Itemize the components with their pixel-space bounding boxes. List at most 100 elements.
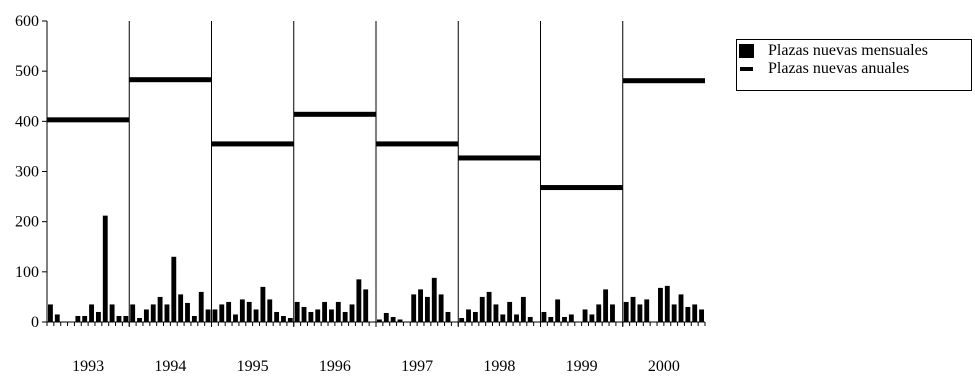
y-tick-label: 300 bbox=[15, 164, 39, 181]
monthly-bar bbox=[281, 315, 286, 322]
x-year-label: 1996 bbox=[319, 358, 351, 375]
monthly-bar bbox=[212, 309, 218, 322]
monthly-bar bbox=[130, 304, 136, 322]
y-ticks: 0 100 200 300 400 500 600 bbox=[15, 13, 47, 331]
monthly-bar bbox=[82, 315, 88, 322]
monthly-bar bbox=[390, 316, 396, 322]
monthly-bar bbox=[102, 215, 108, 322]
y-tick-label: 600 bbox=[15, 13, 39, 30]
x-year-label: 1999 bbox=[566, 358, 598, 375]
monthly-bar bbox=[630, 296, 636, 322]
monthly-bar bbox=[383, 312, 389, 322]
monthly-bar bbox=[342, 311, 348, 322]
monthly-bar bbox=[472, 311, 478, 322]
monthly-bar bbox=[562, 316, 567, 322]
monthly-bar bbox=[377, 319, 382, 322]
monthly-bar bbox=[198, 291, 204, 322]
monthly-bar bbox=[500, 314, 506, 322]
annual-level bbox=[129, 77, 212, 83]
monthly-bar bbox=[596, 304, 602, 322]
y-tick-label: 0 bbox=[31, 314, 39, 331]
monthly-bar bbox=[48, 304, 53, 322]
monthly-bar bbox=[411, 294, 417, 322]
legend-item-annual: Plazas nuevas anuales bbox=[737, 60, 909, 78]
monthly-bar bbox=[527, 316, 533, 322]
monthly-bar bbox=[486, 291, 492, 322]
legend-label-annual: Plazas nuevas anuales bbox=[768, 60, 910, 77]
monthly-bar bbox=[95, 311, 101, 322]
monthly-bar bbox=[514, 314, 519, 322]
annual-level bbox=[540, 185, 623, 191]
monthly-bar bbox=[287, 317, 293, 322]
monthly-bar bbox=[185, 302, 190, 322]
monthly-bar bbox=[541, 311, 547, 322]
x-year-label: 2000 bbox=[648, 358, 680, 375]
monthly-bar bbox=[637, 304, 643, 322]
monthly-bar bbox=[253, 309, 259, 322]
monthly-bar bbox=[178, 294, 184, 322]
monthly-bar bbox=[267, 299, 273, 322]
year-separators bbox=[128, 21, 624, 327]
monthly-bar bbox=[294, 301, 300, 322]
monthly-bar bbox=[459, 317, 465, 322]
monthly-bar bbox=[438, 294, 444, 322]
monthly-bar bbox=[123, 315, 129, 322]
x-year-label: 1997 bbox=[401, 358, 433, 375]
monthly-bar bbox=[329, 309, 334, 322]
x-ticks: 1993 1994 1995 1996 1997 1998 1999 2000 bbox=[46, 322, 706, 375]
monthly-bar bbox=[205, 309, 211, 322]
monthly-bar bbox=[274, 311, 280, 322]
monthly-bar bbox=[143, 309, 149, 322]
monthly-bar bbox=[54, 314, 60, 322]
monthly-bar bbox=[610, 304, 615, 322]
legend-label-monthly: Plazas nuevas mensuales bbox=[768, 42, 928, 59]
monthly-bar bbox=[431, 277, 437, 322]
legend-swatch-monthly bbox=[739, 44, 754, 58]
monthly-bar bbox=[699, 309, 704, 322]
monthly-bar bbox=[137, 317, 142, 322]
y-tick-label: 200 bbox=[15, 214, 39, 231]
x-year-label: 1995 bbox=[237, 358, 269, 375]
monthly-bar bbox=[664, 285, 670, 322]
annual-level bbox=[458, 155, 541, 161]
annual-levels bbox=[47, 77, 705, 191]
x-year-label: 1998 bbox=[483, 358, 515, 375]
monthly-bar bbox=[692, 304, 698, 322]
monthly-bar bbox=[424, 296, 430, 322]
monthly-bar bbox=[678, 294, 684, 322]
monthly-bar bbox=[685, 306, 691, 322]
monthly-bar bbox=[335, 301, 341, 322]
monthly-bar bbox=[568, 314, 574, 322]
monthly-bar bbox=[507, 301, 513, 322]
monthly-bar bbox=[260, 286, 266, 322]
x-year-label: 1993 bbox=[72, 358, 104, 375]
monthly-bar bbox=[157, 296, 163, 322]
annual-level bbox=[293, 111, 376, 117]
monthly-bar bbox=[315, 309, 321, 322]
annual-level bbox=[47, 117, 130, 123]
monthly-bar bbox=[239, 299, 245, 322]
monthly-bar bbox=[219, 304, 225, 322]
monthly-bar bbox=[603, 289, 609, 322]
monthly-bar bbox=[582, 309, 588, 322]
monthly-bar bbox=[116, 315, 122, 322]
monthly-bar bbox=[191, 315, 197, 322]
monthly-bar bbox=[246, 301, 252, 322]
monthly-bar bbox=[623, 301, 629, 322]
monthly-bar bbox=[589, 314, 595, 322]
y-tick-label: 400 bbox=[15, 113, 39, 130]
monthly-bar bbox=[301, 306, 307, 322]
monthly-bar bbox=[322, 301, 328, 322]
monthly-bar bbox=[233, 314, 238, 322]
monthly-bar bbox=[75, 315, 81, 322]
legend: Plazas nuevas mensuales Plazas nuevas an… bbox=[736, 39, 972, 91]
monthly-bar bbox=[164, 304, 170, 322]
monthly-bar bbox=[308, 311, 314, 322]
monthly-bar bbox=[555, 299, 561, 322]
x-year-label: 1994 bbox=[154, 358, 186, 375]
monthly-bar bbox=[349, 304, 355, 322]
monthly-bars bbox=[48, 215, 704, 322]
monthly-bar bbox=[466, 309, 471, 322]
monthly-bar bbox=[445, 311, 451, 322]
annual-level bbox=[211, 141, 294, 147]
